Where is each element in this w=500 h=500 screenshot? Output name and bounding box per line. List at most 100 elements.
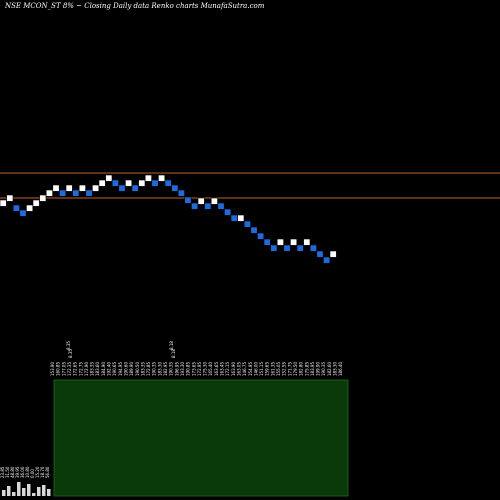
renko-brick-up <box>303 238 311 246</box>
price-label: 172.15 <box>225 362 230 376</box>
small-volume-bar <box>2 490 6 496</box>
price-label: 190.65 <box>112 362 117 376</box>
price-label: 190.50 <box>135 362 140 376</box>
price-label: 183.30 <box>157 362 162 376</box>
price-label: 183.30 <box>333 362 338 376</box>
renko-brick-up <box>105 174 113 182</box>
price-label: 189.90 <box>129 362 134 376</box>
renko-brick-up <box>98 179 106 187</box>
renko-brick-down <box>191 202 199 210</box>
renko-brick-up <box>0 199 7 207</box>
renko-brick-down <box>217 202 225 210</box>
small-volume-bar <box>42 485 46 496</box>
renko-brick-down <box>19 209 27 217</box>
renko-brick-down <box>177 189 185 197</box>
renko-bricks <box>0 174 337 264</box>
renko-brick-down <box>85 189 93 197</box>
renko-brick-down <box>72 189 80 197</box>
misc-label: 8.18 <box>171 349 176 358</box>
renko-brick-down <box>230 214 238 222</box>
renko-brick-up <box>52 184 60 192</box>
price-label: 183.60 <box>95 362 100 376</box>
price-label: 171.75 <box>287 362 292 376</box>
price-label: 151.15 <box>259 362 264 376</box>
renko-brick-down <box>283 244 291 252</box>
price-label: 194.95 <box>118 362 123 376</box>
small-volume-bar <box>12 492 16 496</box>
misc-label: 8.35 <box>68 349 73 358</box>
price-label: 183.95 <box>310 362 315 376</box>
renko-brick-up <box>197 197 205 205</box>
price-label: 177.05 <box>61 362 66 376</box>
price-label: 173.65 <box>191 362 196 376</box>
volume-label: 15.20 <box>35 466 40 478</box>
small-volume-bar <box>32 493 36 496</box>
price-label: 163.90 <box>231 362 236 376</box>
renko-brick-up <box>26 204 34 212</box>
renko-brick-up <box>39 194 47 202</box>
price-label: 146.00 <box>253 362 258 376</box>
renko-brick-down <box>151 179 159 187</box>
price-label: 146.75 <box>242 362 247 376</box>
price-label: 163.65 <box>214 362 219 376</box>
price-label: 190.35 <box>152 362 157 376</box>
volume-label: 18.70 <box>40 466 45 478</box>
price-label: 193.30 <box>180 362 185 376</box>
price-label: 152.55 <box>282 362 287 376</box>
price-label: 155.05 <box>276 362 281 376</box>
small-volume-bar <box>22 488 26 496</box>
small-volume-bar <box>7 486 11 496</box>
price-label: 172.75 <box>78 362 83 376</box>
volume-label: 31.50 <box>5 466 10 478</box>
price-label: 154.95 <box>248 362 253 376</box>
price-label: 183.35 <box>90 362 95 376</box>
small-volume-bar <box>37 487 41 496</box>
small-volume-bar <box>47 489 51 496</box>
price-label: 199.90 <box>316 362 321 376</box>
volume-label: 36.00 <box>20 466 25 478</box>
renko-brick-up <box>32 199 40 207</box>
volume-block <box>53 379 349 497</box>
volume-label: 10.80 <box>25 466 30 478</box>
renko-brick-down <box>171 184 179 192</box>
renko-brick-down <box>12 204 20 212</box>
renko-brick-down <box>131 184 139 192</box>
renko-brick-down <box>204 202 212 210</box>
price-label: 196.95 <box>174 362 179 376</box>
price-label: 172.90 <box>84 362 89 376</box>
price-label: 186.40 <box>338 362 343 376</box>
price-label: 190.85 <box>186 362 191 376</box>
volume-label: 39.95 <box>15 466 20 478</box>
small-volume-bar <box>17 482 21 496</box>
renko-brick-down <box>296 244 304 252</box>
misc-label: 8.35 <box>66 341 71 350</box>
price-label: 175.30 <box>203 362 208 376</box>
renko-brick-up <box>210 197 218 205</box>
price-label: 175.85 <box>304 362 309 376</box>
renko-brick-up <box>45 189 53 197</box>
price-label: 159.65 <box>265 362 270 376</box>
price-label: 165.40 <box>208 362 213 376</box>
price-label: 179.50 <box>293 362 298 376</box>
renko-brick-down <box>184 196 192 204</box>
price-label: 190.60 <box>123 362 128 376</box>
price-label: 172.35 <box>67 362 72 376</box>
renko-brick-up <box>290 238 298 246</box>
volume-label: 0.00 <box>30 469 35 478</box>
small-volume-bar <box>27 484 31 496</box>
renko-brick-up <box>329 250 337 258</box>
price-label: 190.35 <box>169 362 174 376</box>
renko-brick-down <box>316 250 324 258</box>
renko-brick-down <box>263 238 271 246</box>
renko-brick-up <box>158 174 166 182</box>
renko-brick-down <box>111 179 119 187</box>
volume-label: 56.80 <box>45 466 50 478</box>
renko-brick-up <box>78 184 86 192</box>
renko-brick-down <box>250 226 258 234</box>
price-label: 183.35 <box>140 362 145 376</box>
price-labels: 153.90 160.85 177.05 172.35 172.65 172.75 172.… <box>50 341 343 376</box>
renko-brick-down <box>224 208 232 216</box>
price-label: 172.85 <box>146 362 151 376</box>
resistance-lines <box>0 172 500 199</box>
